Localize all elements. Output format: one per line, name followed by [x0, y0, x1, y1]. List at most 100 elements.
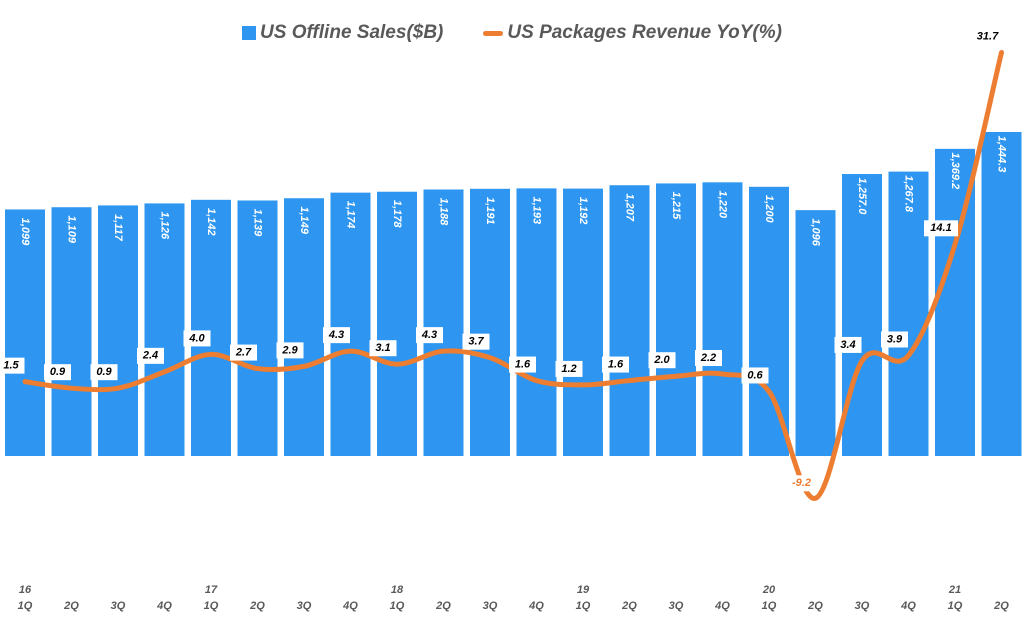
line-data-label-bg	[44, 364, 71, 381]
bar-data-label: 1,192	[577, 197, 589, 225]
line-data-label-bg	[369, 340, 397, 357]
x-tick-year: 17	[205, 584, 218, 596]
line-data-label-bg	[462, 333, 490, 350]
bar-data-label: 1,126	[159, 212, 171, 240]
x-tick-year: 19	[577, 584, 590, 596]
x-tick-quarter: 2Q	[621, 600, 637, 612]
bar-data-label: 1,099	[19, 218, 31, 246]
x-tick-year: 18	[391, 584, 404, 596]
line-data-label-bg	[230, 344, 257, 361]
x-tick-quarter: 2Q	[63, 600, 79, 612]
bar-data-label: 1,149	[298, 206, 310, 234]
bar-data-label: 1,188	[438, 198, 450, 226]
line-data-label: 4.3	[328, 329, 344, 341]
line-data-label: 0.9	[50, 366, 66, 378]
x-tick-quarter: 3Q	[855, 600, 870, 612]
x-tick-quarter: 1Q	[204, 600, 219, 612]
line-data-label-bg	[509, 356, 536, 373]
x-tick-year: 21	[948, 584, 961, 596]
x-tick-quarter: 4Q	[342, 600, 358, 612]
x-tick-quarter: 2Q	[249, 600, 265, 612]
yoy-line	[22, 49, 1004, 501]
bar	[51, 207, 92, 456]
line-data-label: 3.9	[887, 333, 903, 345]
bar-data-label: 1,200	[763, 195, 775, 223]
legend-item-line[interactable]: US Packages Revenue YoY(%)	[483, 22, 782, 44]
line-data-label: 2.0	[653, 354, 670, 366]
line-data-label: 0.9	[96, 366, 112, 378]
x-tick-quarter: 4Q	[900, 600, 916, 612]
line-data-label: 2.9	[281, 344, 298, 356]
bar	[5, 209, 45, 456]
bar	[795, 210, 836, 456]
line-data-label-bg	[695, 350, 722, 367]
line-data-label-bg	[183, 330, 211, 347]
x-tick-quarter: 3Q	[297, 600, 312, 612]
bar	[563, 188, 603, 456]
line-series: 1.5 0.9 0.9 2.4 4.0 2.7 2.9 4.3 3.1 4.3 3.7 1.6 1.2 1…	[0, 28, 1005, 501]
line-data-label: 3.7	[468, 336, 484, 348]
x-tick-quarter: 1Q	[390, 600, 405, 612]
line-data-label: 14.1	[930, 222, 951, 234]
line-data-label: 1.2	[561, 363, 576, 375]
x-tick-quarter: 4Q	[714, 600, 730, 612]
line-data-label-bg	[323, 327, 350, 344]
x-tick-year: 20	[762, 584, 776, 596]
x-tick-quarter: 1Q	[762, 600, 777, 612]
legend-swatch-bar	[242, 26, 257, 40]
bar	[423, 189, 464, 457]
bar-data-label: 1,096	[810, 218, 822, 246]
line-data-label: 2.2	[700, 352, 716, 364]
bar	[702, 182, 743, 456]
line-data-label-bg	[0, 357, 25, 374]
bar	[237, 200, 278, 456]
bar-data-label: 1,267.8	[903, 175, 915, 213]
bar	[609, 185, 650, 457]
line-data-label-bg	[784, 475, 819, 492]
bar	[516, 188, 557, 457]
x-tick-quarter: 3Q	[111, 600, 126, 612]
bar-data-label: 1,109	[66, 215, 78, 243]
line-data-label-bg	[416, 327, 443, 344]
line-data-label-bg	[741, 367, 769, 384]
bar	[749, 186, 789, 457]
bar	[330, 192, 371, 457]
legend-label-bar: US Offline Sales($B)	[260, 22, 444, 43]
bar	[191, 199, 231, 456]
line-data-label: 3.1	[375, 342, 390, 354]
bar	[470, 188, 510, 456]
x-tick-quarter: 1Q	[948, 600, 963, 612]
line-data-label-bg	[137, 347, 164, 364]
line-data-label: 2.7	[235, 346, 252, 358]
line-data-label-bg	[648, 352, 676, 369]
bar	[888, 171, 929, 456]
x-tick-quarter: 4Q	[528, 600, 544, 612]
bar	[981, 132, 1022, 456]
line-data-label: -9.2	[792, 477, 811, 489]
line-data-label-bg	[555, 360, 583, 377]
line-data-label-bg	[602, 356, 629, 373]
line-data-label-bg	[970, 28, 1005, 45]
bar-data-label: 1,117	[112, 214, 124, 242]
bar-data-label: 1,174	[345, 201, 357, 229]
line-data-label: 3.4	[840, 339, 855, 351]
line-data-label-bg	[90, 364, 118, 381]
bar-series: 1,099 1,109 1,117 1,126 1,142 1,139 1,149 1,174…	[5, 132, 1022, 457]
legend-item-bar[interactable]: US Offline Sales($B)	[242, 22, 443, 44]
bar	[284, 198, 324, 456]
x-tick-quarter: 1Q	[18, 600, 33, 612]
legend-label-line: US Packages Revenue YoY(%)	[507, 22, 782, 43]
x-tick-year: 16	[19, 584, 32, 596]
bar-data-label: 1,257.0	[856, 178, 868, 216]
x-tick-quarter: 3Q	[483, 600, 498, 612]
line-data-label: 31.7	[977, 30, 999, 42]
bar-data-label: 1,193	[531, 197, 543, 225]
bar-data-label: 1,369.2	[949, 152, 961, 189]
x-tick-quarter: 2Q	[435, 600, 451, 612]
bar-data-label: 1,191	[484, 197, 496, 225]
bar-data-label: 1,142	[205, 208, 217, 236]
line-data-label: 1.5	[3, 360, 19, 372]
line-data-label: 4.3	[421, 329, 437, 341]
x-tick-quarter: 2Q	[807, 600, 823, 612]
